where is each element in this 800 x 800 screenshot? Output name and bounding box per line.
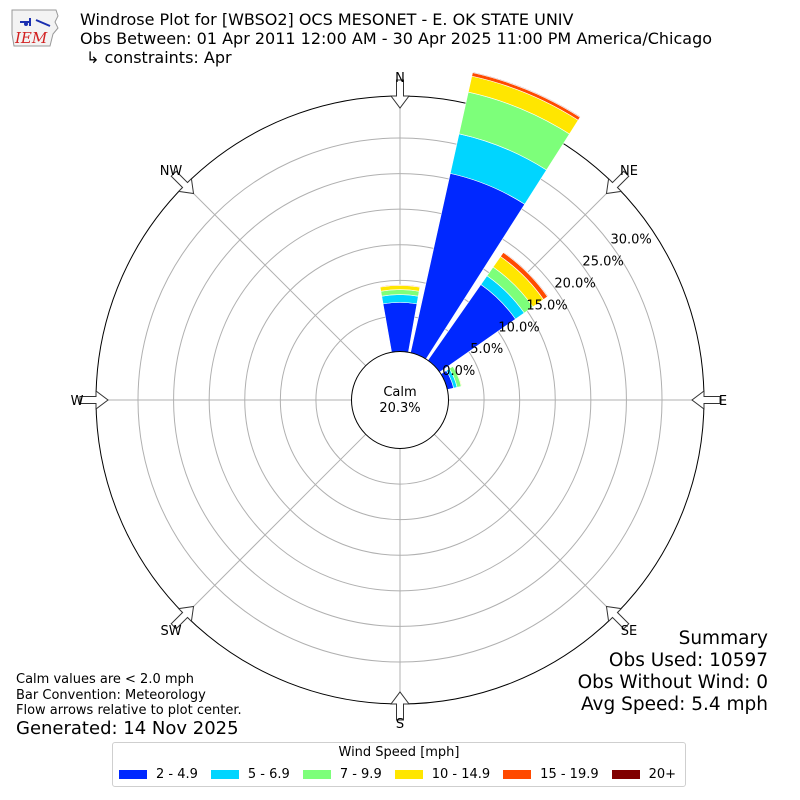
bar-2-segment-5 bbox=[502, 251, 549, 298]
bar-0-segment-0 bbox=[382, 302, 418, 353]
radial-tick-label: 15.0% bbox=[526, 298, 567, 313]
radial-tick-label: 5.0% bbox=[470, 342, 503, 357]
legend-item: 15 - 19.9 bbox=[503, 767, 599, 782]
bar-convention-note: Bar Convention: Meteorology bbox=[16, 687, 206, 703]
flow-arrow-icon bbox=[390, 691, 410, 721]
title-line-1: Windrose Plot for [WBSO2] OCS MESONET - … bbox=[80, 10, 574, 29]
iem-logo: IEM bbox=[6, 6, 64, 50]
direction-label-n: N bbox=[395, 71, 405, 86]
flow-arrow-icon bbox=[390, 79, 410, 109]
summary-obs-used: Obs Used: 10597 bbox=[608, 650, 768, 671]
calm-value: 20.3% bbox=[379, 401, 420, 416]
summary-avg-speed: Avg Speed: 5.4 mph bbox=[580, 694, 768, 715]
legend-swatch bbox=[611, 770, 640, 779]
flow-arrow-icon bbox=[170, 170, 195, 195]
direction-label-sw: SW bbox=[160, 624, 181, 639]
legend-swatch bbox=[302, 770, 331, 779]
legend-label: 10 - 14.9 bbox=[431, 767, 491, 782]
bar-0-segment-4 bbox=[379, 284, 421, 288]
legend-swatch bbox=[394, 770, 423, 779]
grid-ring bbox=[244, 244, 556, 556]
summary-box: Summary Obs Used: 10597 Obs Without Wind… bbox=[578, 628, 768, 716]
plot-notes: Calm values are < 2.0 mph Bar Convention… bbox=[16, 672, 242, 719]
legend-item: 2 - 4.9 bbox=[119, 767, 198, 782]
summary-title: Summary bbox=[678, 628, 768, 649]
grid-ring bbox=[208, 208, 592, 592]
legend-item: 7 - 9.9 bbox=[302, 767, 382, 782]
flow-arrows-note: Flow arrows relative to plot center. bbox=[16, 703, 242, 718]
grid-spoke bbox=[433, 433, 616, 616]
legend-item: 20+ bbox=[611, 767, 677, 782]
bar-0-segment-1 bbox=[381, 294, 419, 305]
generated-date: Generated: 14 Nov 2025 bbox=[16, 718, 239, 739]
legend-item: 10 - 14.9 bbox=[394, 767, 491, 782]
direction-label-ne: NE bbox=[620, 164, 638, 179]
small-bar-segment-3 bbox=[452, 365, 463, 387]
grid-ring bbox=[279, 279, 521, 521]
legend-swatch bbox=[503, 770, 532, 779]
flow-arrow-icon bbox=[170, 605, 195, 630]
radial-tick-label: 30.0% bbox=[610, 233, 651, 248]
legend-label: 7 - 9.9 bbox=[339, 767, 382, 782]
radial-tick-label: 10.0% bbox=[498, 320, 539, 335]
legend-title: Wind Speed [mph] bbox=[338, 745, 460, 760]
radial-tick-label: 0.0% bbox=[442, 364, 475, 379]
flow-arrow-icon bbox=[605, 605, 630, 630]
legend-label: 15 - 19.9 bbox=[540, 767, 599, 782]
summary-obs-without-wind: Obs Without Wind: 0 bbox=[577, 672, 768, 693]
title-line-2: Obs Between: 01 Apr 2011 12:00 AM - 30 A… bbox=[80, 29, 713, 48]
direction-label-w: W bbox=[71, 394, 84, 409]
flow-arrow-icon bbox=[79, 390, 109, 410]
calm-label: Calm bbox=[383, 385, 416, 400]
direction-label-e: E bbox=[719, 394, 727, 409]
legend-swatch bbox=[210, 770, 239, 779]
bar-1-segment-5 bbox=[472, 71, 581, 118]
logo-text: IEM bbox=[14, 29, 48, 47]
flow-arrow-icon bbox=[691, 390, 721, 410]
grid-spoke bbox=[184, 184, 367, 367]
calm-circle bbox=[351, 351, 449, 449]
legend-label: 2 - 4.9 bbox=[156, 767, 198, 782]
legend-label: 5 - 6.9 bbox=[247, 767, 290, 782]
radial-tick-label: 25.0% bbox=[582, 255, 623, 270]
title-line-3: ↳ constraints: Apr bbox=[86, 48, 232, 67]
speed-legend: Wind Speed [mph] 2 - 4.9 5 - 6.9 7 - 9.9 10… bbox=[112, 742, 686, 787]
direction-label-nw: NW bbox=[160, 164, 183, 179]
direction-label-se: SE bbox=[621, 624, 637, 639]
direction-label-s: S bbox=[396, 717, 404, 732]
chart-title: Windrose Plot for [WBSO2] OCS MESONET - … bbox=[80, 10, 712, 67]
legend-item: 5 - 6.9 bbox=[210, 767, 290, 782]
calm-note: Calm values are < 2.0 mph bbox=[16, 672, 195, 687]
flow-arrow-icon bbox=[605, 170, 630, 195]
radial-tick-label: 20.0% bbox=[554, 277, 595, 292]
grid-ring bbox=[137, 137, 663, 663]
grid-spoke bbox=[184, 433, 367, 616]
legend-label: 20+ bbox=[648, 767, 677, 782]
legend-items: 2 - 4.9 5 - 6.9 7 - 9.9 10 - 14.9 15 - 19.9 2… bbox=[119, 767, 689, 782]
legend-swatch bbox=[119, 770, 147, 779]
grid-ring bbox=[173, 173, 627, 627]
